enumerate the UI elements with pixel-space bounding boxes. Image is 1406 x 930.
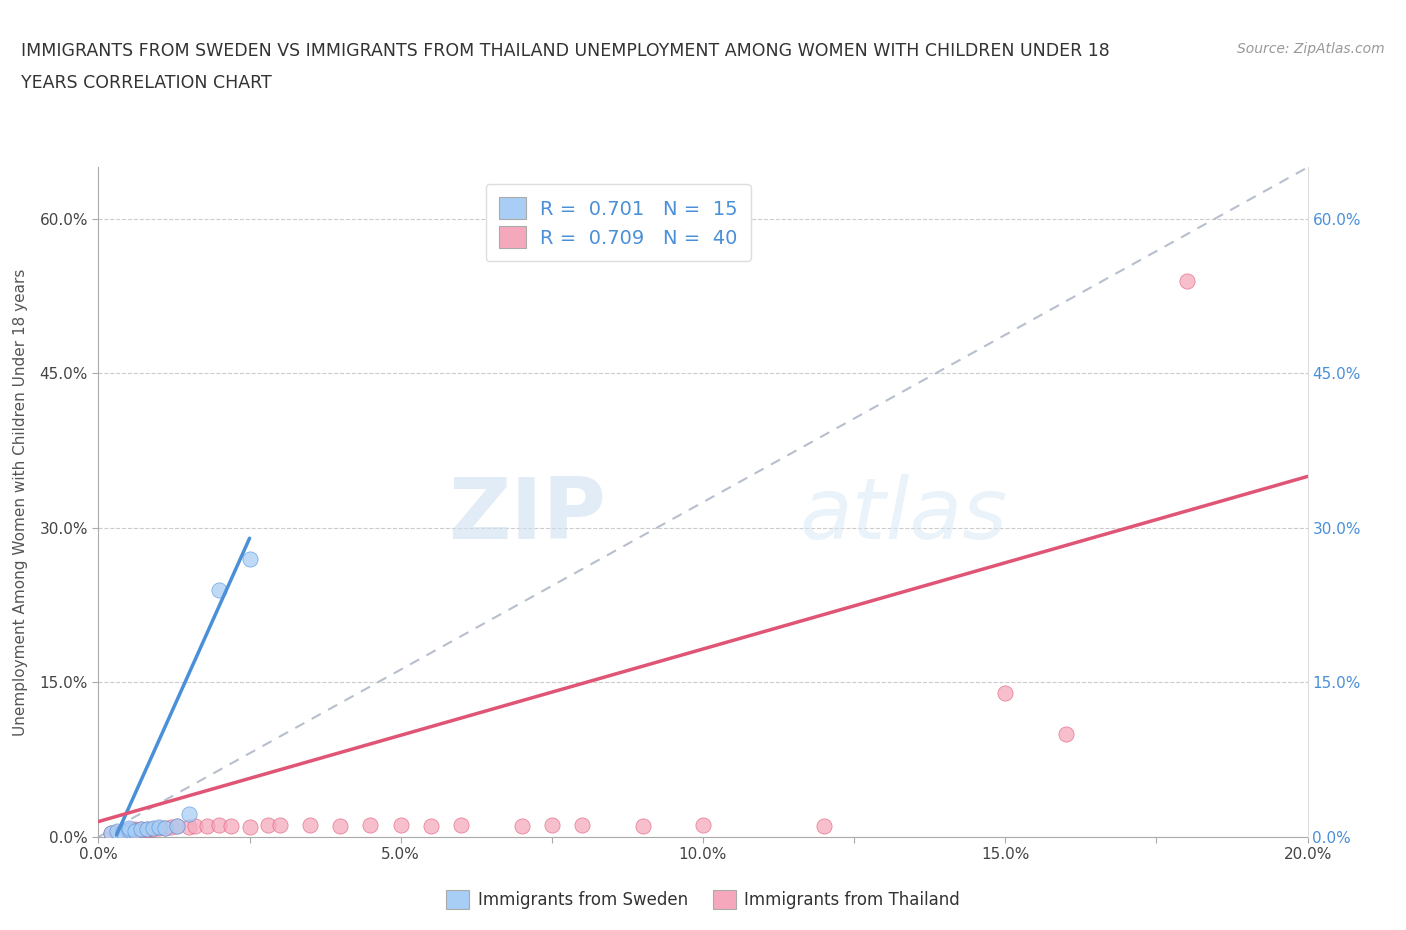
Point: [118, 823, 141, 838]
Point: [239, 819, 262, 834]
Point: [148, 819, 170, 834]
Point: [142, 821, 165, 836]
Text: Source: ZipAtlas.com: Source: ZipAtlas.com: [1237, 42, 1385, 56]
Point: [540, 817, 562, 832]
Point: [166, 818, 188, 833]
Point: [135, 821, 157, 836]
Text: IMMIGRANTS FROM SWEDEN VS IMMIGRANTS FROM THAILAND UNEMPLOYMENT AMONG WOMEN WITH: IMMIGRANTS FROM SWEDEN VS IMMIGRANTS FRO…: [21, 42, 1109, 60]
Point: [105, 824, 128, 839]
Point: [129, 823, 152, 838]
Point: [179, 819, 201, 834]
Point: [148, 820, 170, 835]
Point: [142, 820, 165, 835]
Point: [329, 818, 352, 833]
Point: [124, 821, 146, 836]
Text: YEARS CORRELATION CHART: YEARS CORRELATION CHART: [21, 74, 271, 92]
Point: [256, 817, 278, 832]
Point: [118, 820, 141, 835]
Point: [105, 823, 128, 838]
Point: [153, 820, 176, 835]
Point: [1054, 726, 1077, 741]
Point: [510, 818, 533, 833]
Legend: Immigrants from Sweden, Immigrants from Thailand: Immigrants from Sweden, Immigrants from …: [439, 884, 967, 916]
Point: [813, 818, 835, 833]
Point: [239, 551, 262, 566]
Point: [269, 817, 291, 832]
Point: [135, 821, 157, 836]
Point: [124, 822, 146, 837]
Point: [184, 818, 207, 833]
Point: [118, 822, 141, 837]
Point: [100, 826, 122, 841]
Point: [389, 817, 412, 832]
Point: [153, 820, 176, 835]
Point: [1175, 273, 1198, 288]
Point: [208, 582, 231, 597]
Point: [631, 818, 654, 833]
Point: [420, 818, 443, 833]
Point: [111, 824, 134, 839]
Point: [692, 817, 714, 832]
Point: [994, 685, 1017, 700]
Point: [129, 821, 152, 836]
Point: [360, 817, 382, 832]
Point: [129, 821, 152, 836]
Point: [221, 818, 243, 833]
Text: atlas: atlas: [800, 474, 1008, 557]
Point: [135, 822, 157, 837]
Point: [299, 817, 322, 832]
Point: [124, 823, 146, 838]
Point: [118, 822, 141, 837]
Point: [195, 818, 218, 833]
Point: [166, 818, 188, 833]
Point: [450, 817, 472, 832]
Point: [179, 807, 201, 822]
Point: [111, 824, 134, 839]
Point: [160, 819, 183, 834]
Point: [100, 826, 122, 841]
Point: [571, 817, 593, 832]
Point: [208, 817, 231, 832]
Y-axis label: Unemployment Among Women with Children Under 18 years: Unemployment Among Women with Children U…: [14, 269, 28, 736]
Text: ZIP: ZIP: [449, 474, 606, 557]
Point: [111, 823, 134, 838]
